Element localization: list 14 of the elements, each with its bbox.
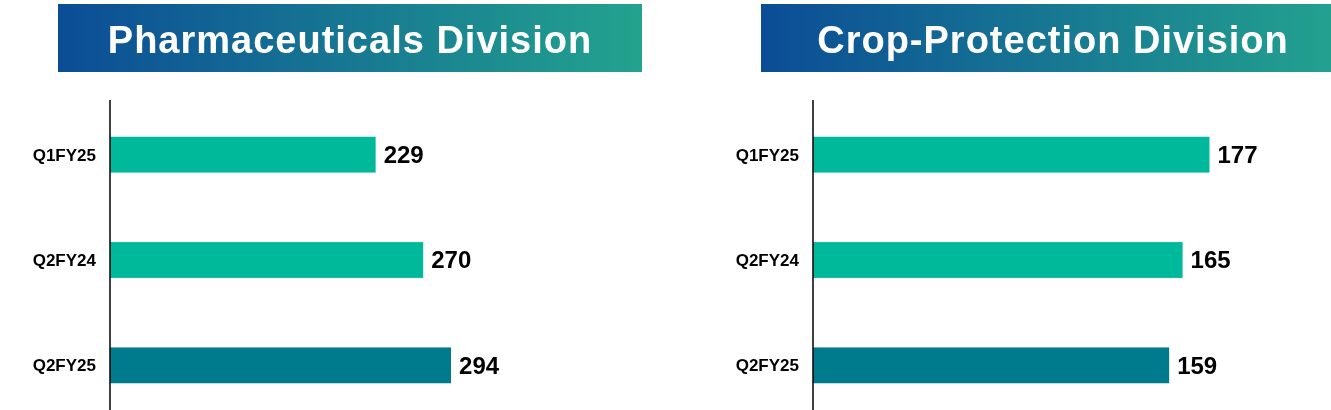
data-label: 229 <box>383 141 424 169</box>
chart-title: Crop-Protection Division <box>817 19 1289 62</box>
data-label: 159 <box>1177 351 1218 379</box>
data-label: 177 <box>1217 141 1258 169</box>
y-tick-label: Q1FY25 <box>735 145 799 165</box>
y-tick-label: Q2FY24 <box>735 250 800 270</box>
chart-title: Pharmaceuticals Division <box>107 19 593 62</box>
y-tick-label: Q2FY25 <box>32 356 96 376</box>
y-tick-label: Q2FY25 <box>735 356 799 376</box>
y-tick-label: Q2FY24 <box>32 250 97 270</box>
data-label: 270 <box>431 246 472 274</box>
y-tick-label: Q1FY25 <box>32 145 96 165</box>
data-label: 294 <box>459 351 500 379</box>
data-label: 165 <box>1190 246 1231 274</box>
